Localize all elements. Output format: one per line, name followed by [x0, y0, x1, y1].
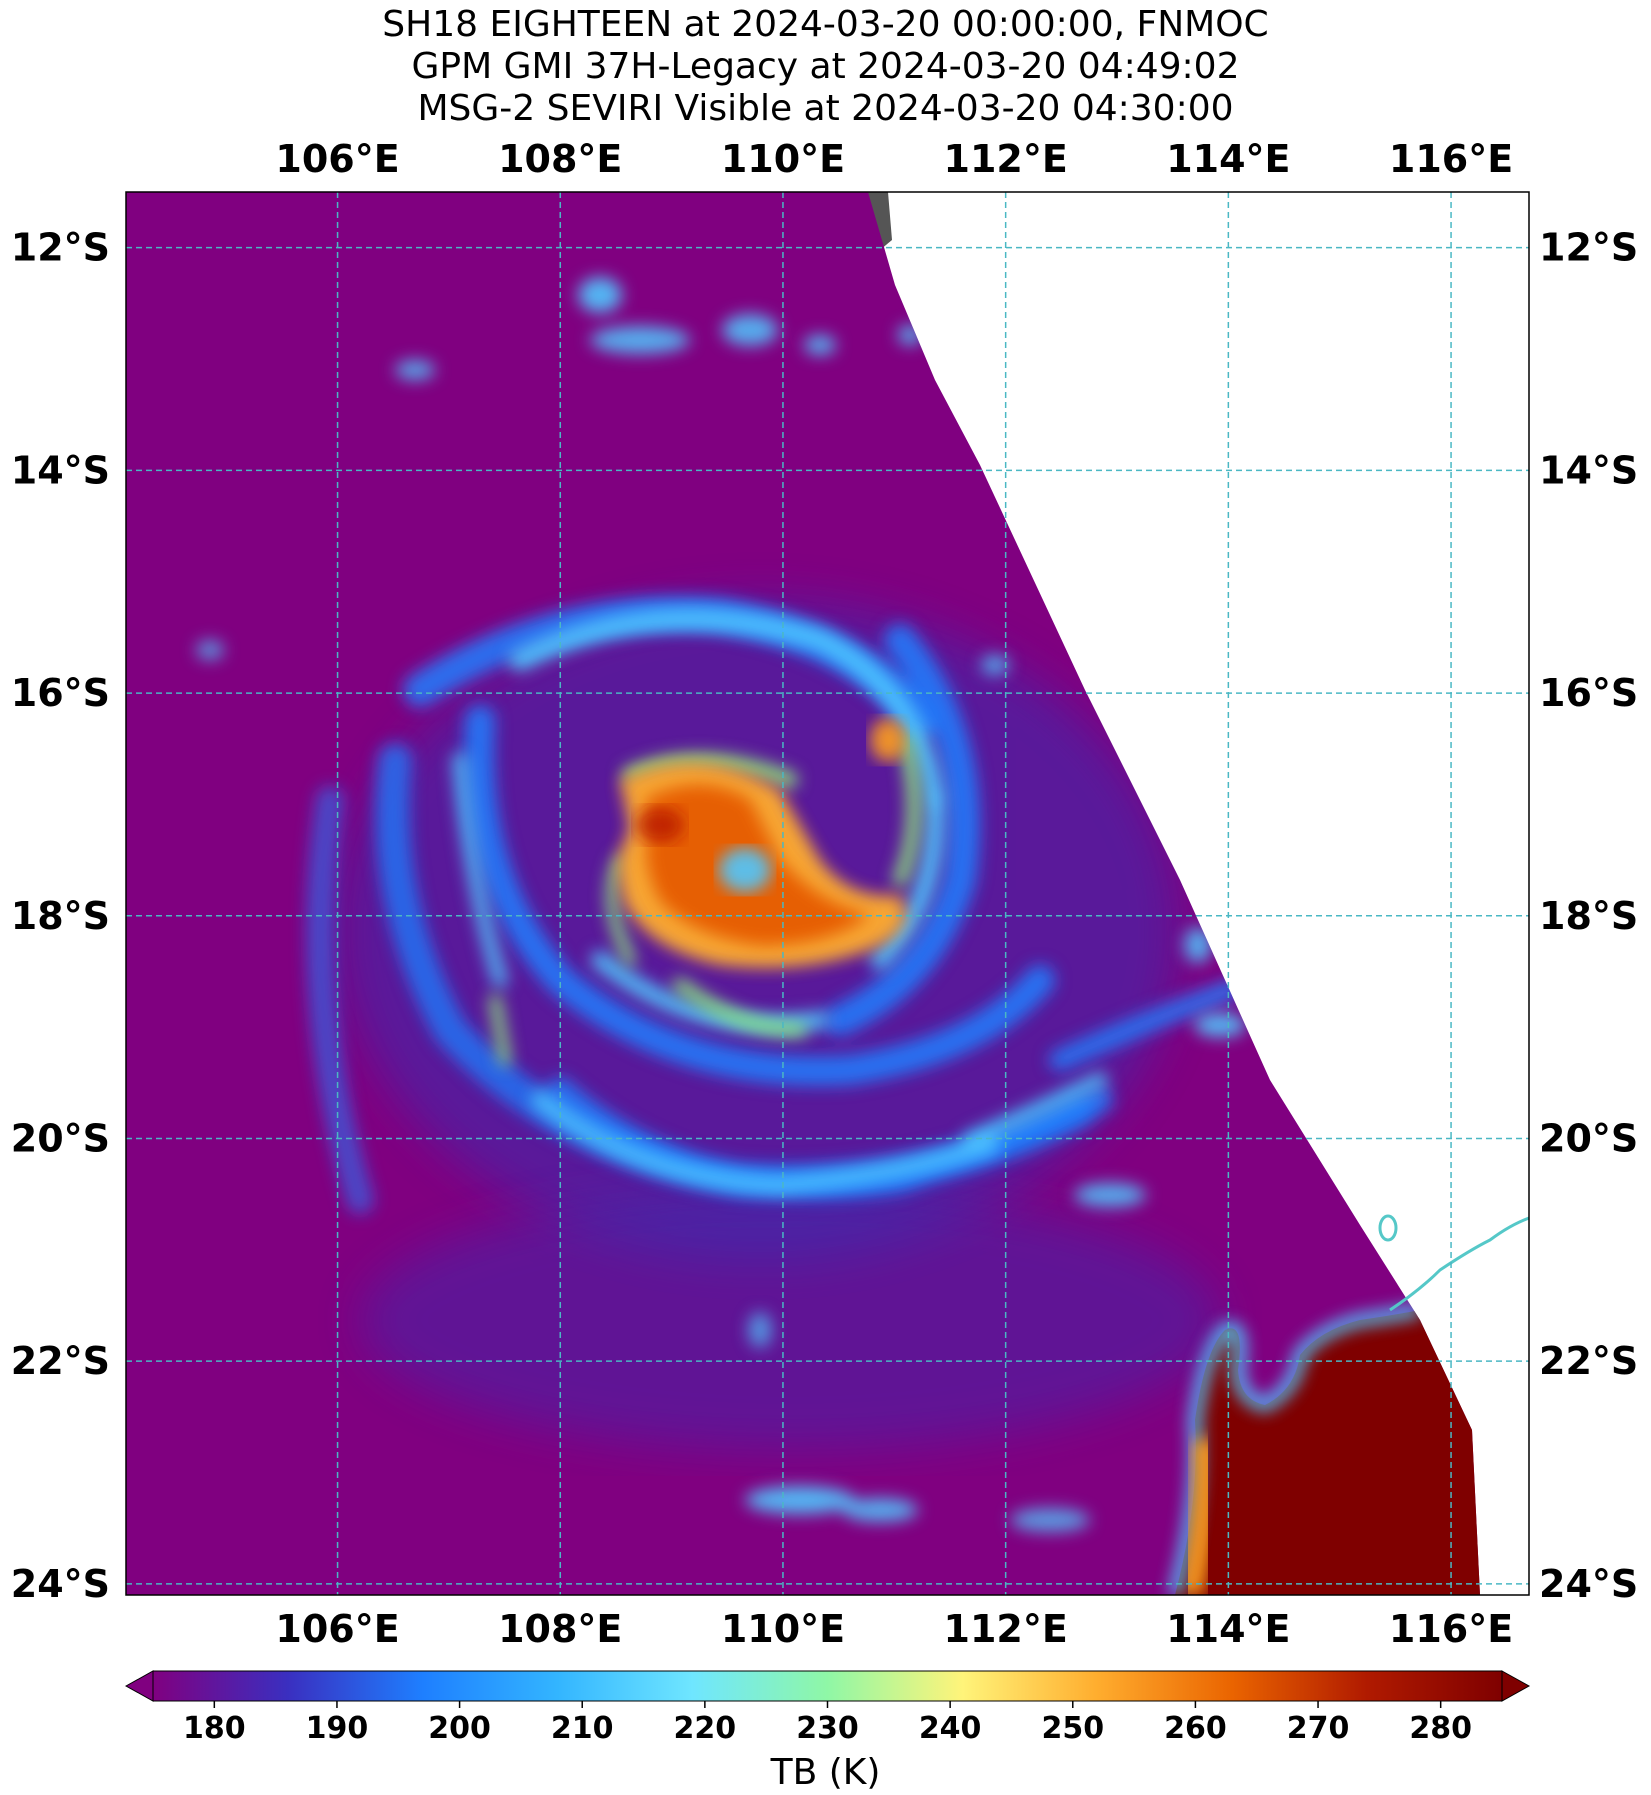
- colorbar-tick-label: 260: [1164, 1711, 1227, 1746]
- land-edge-gradient: [1168, 1303, 1422, 1595]
- colorbar-tick-label: 240: [919, 1711, 982, 1746]
- tick-labels: 106°E 106°E 108°E 108°E 110°E 110°E 112°E 112°E…: [11, 137, 1639, 1651]
- lon-tick-label-bottom: 110°E: [721, 1607, 845, 1651]
- lat-tick-label-left: 24°S: [11, 1562, 110, 1606]
- lat-tick-label-left: 16°S: [11, 671, 110, 715]
- lat-tick-label-right: 12°S: [1539, 226, 1638, 270]
- lat-tick-label-right: 24°S: [1539, 1562, 1638, 1606]
- lat-tick-label-right: 20°S: [1539, 1116, 1638, 1160]
- land-edge-warm: [1177, 1439, 1219, 1595]
- colorbar-extend-max: [1501, 1670, 1531, 1702]
- lat-tick-label-left: 22°S: [11, 1339, 110, 1383]
- lon-tick-label-top: 112°E: [944, 137, 1068, 181]
- colorbar-tick-label: 280: [1409, 1711, 1472, 1746]
- colorbar-tick-label: 220: [674, 1711, 737, 1746]
- colorbar-label: TB (K): [770, 1752, 881, 1793]
- lon-tick-label-bottom: 112°E: [944, 1607, 1068, 1651]
- lat-tick-label-right: 14°S: [1539, 448, 1638, 492]
- colorbar-tick-label: 250: [1041, 1711, 1104, 1746]
- title-line-3: MSG-2 SEVIRI Visible at 2024-03-20 04:30…: [417, 88, 1234, 129]
- colorbar-tick-labels: 180 190 200 210 220 230 240 250 260 270 280: [183, 1701, 1472, 1746]
- lon-tick-label-bottom: 108°E: [498, 1607, 622, 1651]
- lat-tick-label-right: 16°S: [1539, 671, 1638, 715]
- colorbar-tick-label: 200: [428, 1711, 491, 1746]
- title-line-2: GPM GMI 37H-Legacy at 2024-03-20 04:49:0…: [411, 46, 1240, 87]
- colorbar-extend-min: [124, 1670, 154, 1702]
- land-hot-region: [1175, 1310, 1480, 1595]
- scattered-cells: [196, 277, 1246, 1532]
- lon-tick-label-top: 114°E: [1166, 137, 1290, 181]
- colorbar-tick-label: 180: [183, 1711, 246, 1746]
- colorbar-tick-label: 230: [796, 1711, 859, 1746]
- lat-tick-label-left: 18°S: [11, 894, 110, 938]
- lat-tick-label-right: 18°S: [1539, 894, 1638, 938]
- lon-tick-label-top: 116°E: [1389, 137, 1513, 181]
- lon-tick-label-top: 110°E: [721, 137, 845, 181]
- lat-tick-label-right: 22°S: [1539, 1339, 1638, 1383]
- colorbar-tick-label: 210: [551, 1711, 614, 1746]
- eyewall-peak: [636, 807, 684, 843]
- colorbar: [152, 1670, 1503, 1702]
- lon-tick-label-bottom: 106°E: [275, 1607, 399, 1651]
- lat-tick-label-left: 14°S: [11, 448, 110, 492]
- colorbar-tick-label: 190: [306, 1711, 369, 1746]
- southern-envelope: [360, 1190, 1220, 1450]
- title-line-1: SH18 EIGHTEEN at 2024-03-20 00:00:00, FN…: [382, 4, 1269, 45]
- colorbar-tick-label: 270: [1287, 1711, 1350, 1746]
- northeast-cell: [870, 718, 906, 762]
- gridlines: [126, 192, 1529, 1595]
- lon-tick-label-top: 108°E: [498, 137, 622, 181]
- inner-bands: [452, 608, 1108, 1195]
- cyclone-eye: [719, 848, 771, 892]
- lat-tick-label-left: 20°S: [11, 1116, 110, 1160]
- map-panel-border: [125, 191, 1530, 1596]
- lon-tick-label-bottom: 116°E: [1389, 1607, 1513, 1651]
- lon-tick-label-top: 106°E: [275, 137, 399, 181]
- lat-tick-label-left: 12°S: [11, 226, 110, 270]
- lon-tick-label-bottom: 114°E: [1166, 1607, 1290, 1651]
- coastline: [1389, 1216, 1529, 1312]
- convective-bands: [489, 733, 921, 1066]
- coastline-island: [1378, 1214, 1398, 1242]
